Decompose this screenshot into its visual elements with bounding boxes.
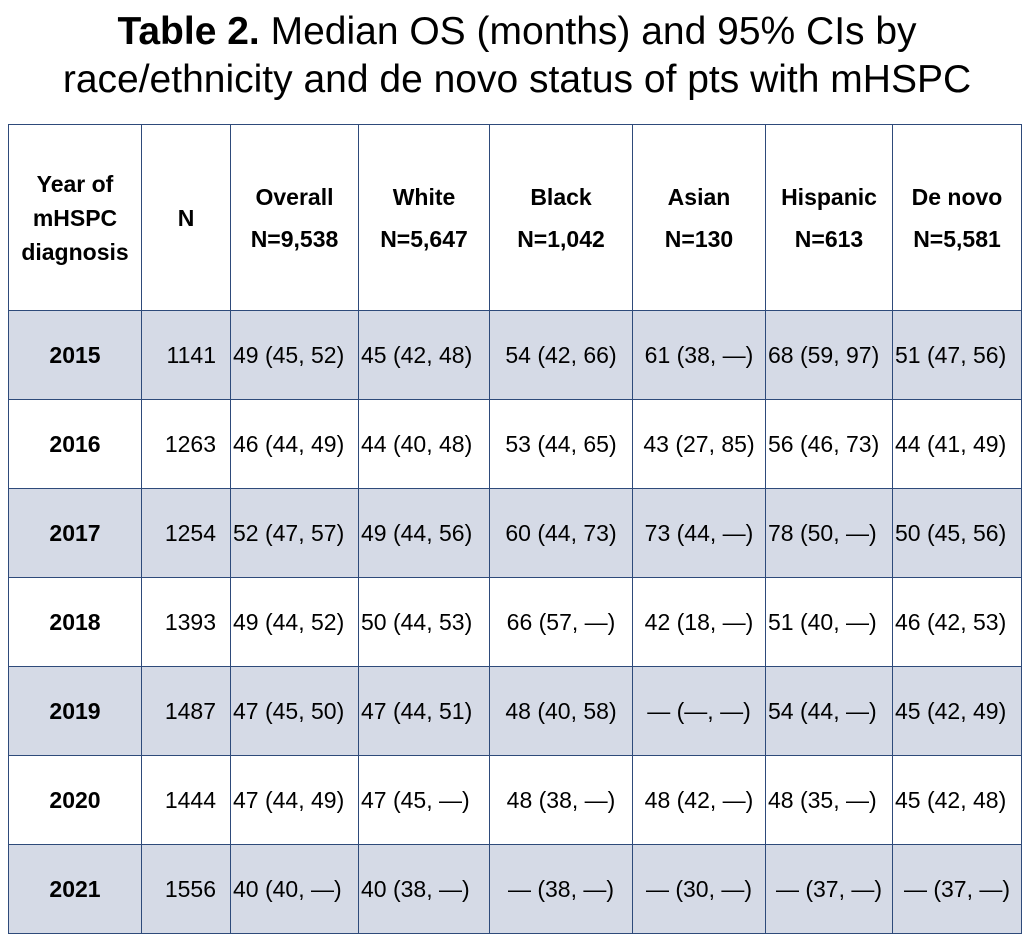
cell-asian: 48 (42, —)	[632, 755, 766, 845]
cell-white: 44 (40, 48)	[358, 399, 490, 489]
cell-asian: 42 (18, —)	[632, 577, 766, 667]
row-n: 1393	[141, 577, 231, 667]
cell-overall: 52 (47, 57)	[230, 488, 359, 578]
cell-black: 60 (44, 73)	[489, 488, 633, 578]
cell-hispanic: 56 (46, 73)	[765, 399, 893, 489]
cell-white: 50 (44, 53)	[358, 577, 490, 667]
table-row: 2016 1263 46 (44, 49) 44 (40, 48) 53 (44…	[8, 399, 1022, 489]
cell-asian: 61 (38, —)	[632, 310, 766, 400]
table-row: 2017 1254 52 (47, 57) 49 (44, 56) 60 (44…	[8, 488, 1022, 578]
row-year: 2018	[8, 577, 142, 667]
header-row: Year of mHSPC diagnosis N Overall N=9,538…	[8, 124, 1022, 311]
cell-black: 66 (57, —)	[489, 577, 633, 667]
cell-hispanic: 78 (50, —)	[765, 488, 893, 578]
table-row: 2015 1141 49 (45, 52) 45 (42, 48) 54 (42…	[8, 310, 1022, 400]
cell-de-novo: 45 (42, 48)	[892, 755, 1022, 845]
cell-de-novo: 45 (42, 49)	[892, 666, 1022, 756]
header-year: Year of mHSPC diagnosis	[8, 124, 142, 311]
row-year: 2016	[8, 399, 142, 489]
table-title: Table 2. Median OS (months) and 95% CIs …	[0, 8, 1034, 104]
cell-de-novo: 46 (42, 53)	[892, 577, 1022, 667]
cell-overall: 47 (45, 50)	[230, 666, 359, 756]
cell-asian: 73 (44, —)	[632, 488, 766, 578]
cell-black: 48 (38, —)	[489, 755, 633, 845]
cell-hispanic: 48 (35, —)	[765, 755, 893, 845]
cell-white: 49 (44, 56)	[358, 488, 490, 578]
header-overall: Overall N=9,538	[230, 124, 359, 311]
header-black: Black N=1,042	[489, 124, 633, 311]
header-de-novo: De novo N=5,581	[892, 124, 1022, 311]
row-n: 1487	[141, 666, 231, 756]
cell-white: 47 (44, 51)	[358, 666, 490, 756]
header-hispanic: Hispanic N=613	[765, 124, 893, 311]
cell-asian: — (—, —)	[632, 666, 766, 756]
row-n: 1556	[141, 844, 231, 934]
row-year: 2017	[8, 488, 142, 578]
cell-de-novo: 44 (41, 49)	[892, 399, 1022, 489]
cell-black: 53 (44, 65)	[489, 399, 633, 489]
cell-white: 45 (42, 48)	[358, 310, 490, 400]
row-year: 2019	[8, 666, 142, 756]
cell-de-novo: 51 (47, 56)	[892, 310, 1022, 400]
cell-overall: 49 (45, 52)	[230, 310, 359, 400]
cell-overall: 40 (40, —)	[230, 844, 359, 934]
table-row: 2018 1393 49 (44, 52) 50 (44, 53) 66 (57…	[8, 577, 1022, 667]
title-text-1: Median OS (months) and 95% CIs by	[259, 10, 917, 53]
cell-black: 48 (40, 58)	[489, 666, 633, 756]
cell-hispanic: — (37, —)	[765, 844, 893, 934]
cell-white: 47 (45, —)	[358, 755, 490, 845]
row-year: 2021	[8, 844, 142, 934]
cell-hispanic: 51 (40, —)	[765, 577, 893, 667]
cell-white: 40 (38, —)	[358, 844, 490, 934]
table-row: 2019 1487 47 (45, 50) 47 (44, 51) 48 (40…	[8, 666, 1022, 756]
cell-black: — (38, —)	[489, 844, 633, 934]
row-n: 1254	[141, 488, 231, 578]
cell-hispanic: 54 (44, —)	[765, 666, 893, 756]
header-n: N	[141, 124, 231, 311]
cell-hispanic: 68 (59, 97)	[765, 310, 893, 400]
table-row: 2020 1444 47 (44, 49) 47 (45, —) 48 (38,…	[8, 755, 1022, 845]
table-row: 2021 1556 40 (40, —) 40 (38, —) — (38, —…	[8, 844, 1022, 934]
cell-overall: 47 (44, 49)	[230, 755, 359, 845]
header-white: White N=5,647	[358, 124, 490, 311]
cell-de-novo: 50 (45, 56)	[892, 488, 1022, 578]
row-n: 1444	[141, 755, 231, 845]
cell-overall: 46 (44, 49)	[230, 399, 359, 489]
row-n: 1263	[141, 399, 231, 489]
cell-overall: 49 (44, 52)	[230, 577, 359, 667]
title-line-2: race/ethnicity and de novo status of pts…	[62, 58, 972, 101]
row-year: 2015	[8, 310, 142, 400]
title-label: Table 2.	[117, 10, 260, 53]
row-year: 2020	[8, 755, 142, 845]
cell-asian: — (30, —)	[632, 844, 766, 934]
title-line-1: Table 2. Median OS (months) and 95% CIs …	[0, 8, 1034, 56]
results-table: Year of mHSPC diagnosis N Overall N=9,538…	[8, 124, 1022, 934]
cell-asian: 43 (27, 85)	[632, 399, 766, 489]
cell-black: 54 (42, 66)	[489, 310, 633, 400]
cell-de-novo: — (37, —)	[892, 844, 1022, 934]
row-n: 1141	[141, 310, 231, 400]
header-asian: Asian N=130	[632, 124, 766, 311]
